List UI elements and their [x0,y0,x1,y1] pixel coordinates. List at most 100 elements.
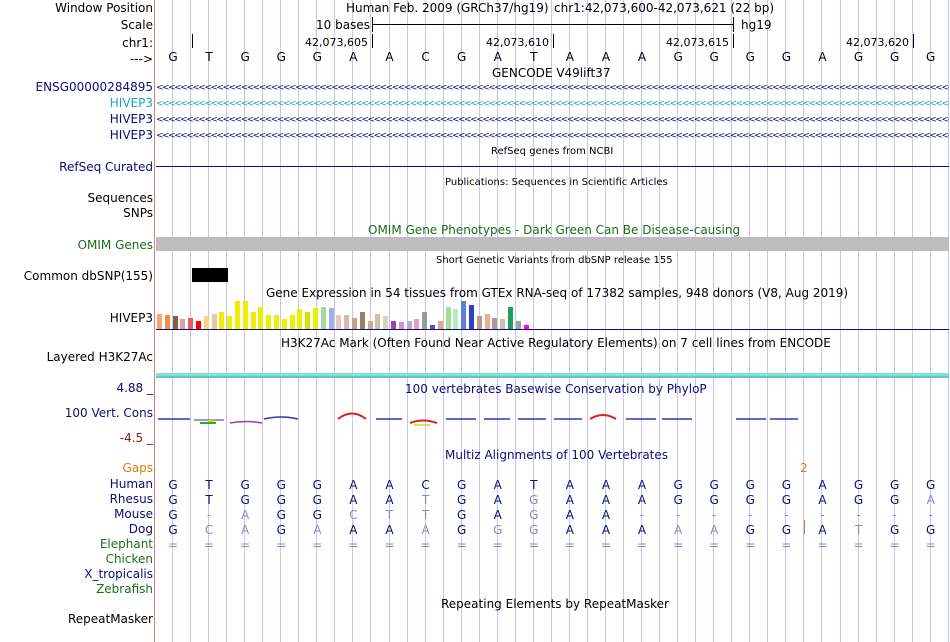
gene-feature-hivep3[interactable]: <<<<<<<<<<<<<<<<<<<<<<<<<<<<<<<<<<<<<<<<… [156,99,949,109]
gtex-tissue-bar[interactable] [250,312,256,329]
species-label[interactable]: Elephant [99,537,153,551]
gtex-tissue-bar[interactable] [484,314,490,329]
dbsnp-track-title[interactable]: Short Genetic Variants from dbSNP releas… [436,255,673,266]
gene-feature-ensg[interactable]: <<<<<<<<<<<<<<<<<<<<<<<<<<<<<<<<<<<<<<<<… [156,83,949,93]
omim-track-title[interactable]: OMIM Gene Phenotypes - Dark Green Can Be… [368,223,741,237]
gtex-tissue-bar[interactable] [430,325,435,329]
gtex-tissue-bar[interactable] [367,321,373,329]
multiz-track-title[interactable]: Multiz Alignments of 100 Vertebrates [445,448,669,462]
gtex-tissue-bar[interactable] [235,301,240,329]
gtex-tissue-bar[interactable] [352,318,357,329]
gaps-label[interactable]: Gaps [122,461,153,475]
refseq-track-title[interactable]: RefSeq genes from NCBI [491,146,614,157]
gtex-tissue-bar[interactable] [164,315,170,329]
gtex-tissue-bar[interactable] [211,314,217,329]
cons-track-title[interactable]: 100 vertebrates Basewise Conservation by… [405,382,707,396]
gridline [876,0,877,642]
gtex-tissue-bar[interactable] [274,315,279,329]
gtex-tissue-bar[interactable] [391,321,396,329]
omim-label[interactable]: OMIM Genes [77,238,153,252]
reference-base: G [926,50,936,64]
gtex-tissue-bar[interactable] [445,307,451,329]
cons-label[interactable]: 100 Vert. Cons [64,406,153,420]
gene-feature-hivep3[interactable]: <<<<<<<<<<<<<<<<<<<<<<<<<<<<<<<<<<<<<<<<… [156,115,949,125]
aligned-base: G [456,493,467,507]
db-label: hg19 [741,18,772,32]
gtex-tissue-bar[interactable] [492,318,498,329]
gtex-tissue-bar[interactable] [258,307,264,329]
gene-label-hivep3[interactable]: HIVEP3 [109,96,153,110]
h3k27ac-label[interactable]: Layered H3K27Ac [46,350,153,364]
gtex-tissue-bar[interactable] [289,315,295,329]
species-label[interactable]: Zebrafish [96,582,153,596]
gtex-tissue-bar[interactable] [242,301,248,329]
gtex-tissue-bar[interactable] [328,308,334,329]
gtex-tissue-bar[interactable] [196,321,201,329]
species-label[interactable]: Human [109,477,153,491]
gtex-tissue-bar[interactable] [336,315,342,329]
aligned-base: T [530,478,538,492]
snps-label[interactable]: SNPs [123,206,153,220]
gtex-tissue-bar[interactable] [375,314,381,329]
species-label[interactable]: Dog [128,522,153,536]
gtex-gene-label[interactable]: HIVEP3 [109,311,153,325]
gtex-tissue-bar[interactable] [406,321,412,329]
gtex-tissue-bar[interactable] [476,316,482,329]
sequences-label[interactable]: Sequences [87,191,153,205]
gtex-tissue-bar[interactable] [461,301,467,329]
gtex-tissue-bar[interactable] [266,315,272,329]
gtex-tissue-bar[interactable] [313,308,318,329]
gtex-tissue-bar[interactable] [469,305,474,329]
aligned-base: A [565,523,574,537]
gtex-tissue-bar[interactable] [305,312,311,329]
gene-label-hivep3[interactable]: HIVEP3 [109,128,153,142]
species-label[interactable]: Rhesus [109,492,153,506]
gtex-tissue-bar[interactable] [523,325,529,329]
dbsnp-label[interactable]: Common dbSNP(155) [23,269,153,283]
gene-label-hivep3[interactable]: HIVEP3 [109,112,153,126]
gene-feature-hivep3[interactable]: <<<<<<<<<<<<<<<<<<<<<<<<<<<<<<<<<<<<<<<<… [156,131,949,141]
gtex-tissue-bar[interactable] [281,319,287,329]
dbsnp-variant[interactable] [192,268,228,282]
species-label[interactable]: Mouse [114,507,153,521]
gtex-tissue-bar[interactable] [203,316,209,329]
h3k27ac-signal[interactable] [156,373,949,378]
gtex-tissue-bar[interactable] [359,312,365,329]
reference-base: T [205,50,213,64]
reference-base: G [168,50,178,64]
gtex-tissue-bar[interactable] [414,319,420,329]
publications-track-title[interactable]: Publications: Sequences in Scientific Ar… [445,177,668,188]
species-label[interactable]: X_tropicalis [84,567,153,581]
gtex-tissue-bar[interactable] [320,307,326,329]
gtex-tissue-bar[interactable] [188,318,194,329]
aligned-base: = [492,538,503,552]
species-label[interactable]: Chicken [105,552,153,566]
gtex-track-title[interactable]: Gene Expression in 54 tissues from GTEx … [266,286,849,300]
gencode-track-title[interactable]: GENCODE V49lift37 [492,66,611,80]
repeatmasker-track-title[interactable]: Repeating Elements by RepeatMasker [441,597,669,611]
gtex-tissue-bar[interactable] [437,321,443,329]
gtex-tissue-bar[interactable] [227,316,233,329]
gene-label-ensg[interactable]: ENSG00000284895 [35,80,153,94]
refseq-label[interactable]: RefSeq Curated [59,160,153,174]
gtex-tissue-bar[interactable] [172,316,178,329]
refseq-gene-line[interactable] [156,166,949,167]
gtex-tissue-bar[interactable] [500,319,506,329]
gtex-tissue-bar[interactable] [383,316,389,329]
gtex-tissue-bar[interactable] [508,307,513,329]
gtex-tissue-bar[interactable] [453,309,459,329]
repeatmasker-label[interactable]: RepeatMasker [67,612,153,626]
gtex-tissue-bar[interactable] [219,312,225,329]
gtex-tissue-bar[interactable] [344,315,350,329]
aligned-base: G [456,523,467,537]
gtex-tissue-bar[interactable] [297,309,303,329]
gtex-tissue-bar[interactable] [422,312,428,329]
gtex-tissue-bar[interactable] [157,314,162,329]
strand-arrow-label[interactable]: ---> [129,52,153,66]
gtex-tissue-bar[interactable] [398,322,404,329]
gtex-tissue-bar[interactable] [180,319,186,329]
gtex-tissue-bar[interactable] [515,321,521,329]
h3k27ac-track-title[interactable]: H3K27Ac Mark (Often Found Near Active Re… [281,336,831,350]
omim-gene-bar[interactable] [156,237,949,251]
